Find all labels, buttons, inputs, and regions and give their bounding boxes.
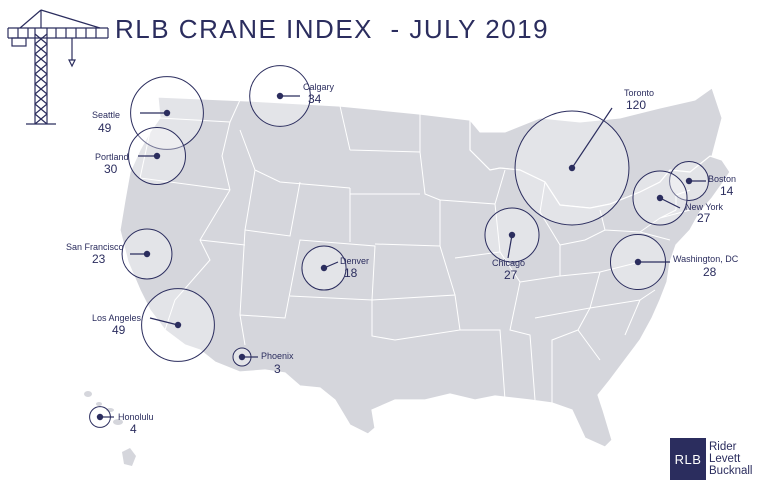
logo-word-levett: Levett xyxy=(709,453,741,465)
city-dot-toronto xyxy=(568,164,576,172)
city-dot-portland xyxy=(153,152,161,160)
rlb-logo-words: Rider Levett Bucknall xyxy=(709,441,752,477)
city-count-portland: 30 xyxy=(104,162,118,176)
usa-mainland xyxy=(119,96,731,448)
city-label-toronto: Toronto xyxy=(624,88,655,98)
rlb-logo: RLB Rider Levett Bucknall xyxy=(670,438,752,480)
city-count-washington-dc: 28 xyxy=(703,265,717,279)
city-label-chicago: Chicago xyxy=(492,258,526,268)
city-label-san-francisco: San Francisco xyxy=(66,242,124,252)
leader-line-chicago xyxy=(507,234,513,259)
city-dot-honolulu xyxy=(96,413,104,421)
leader-line-toronto xyxy=(571,107,613,169)
rlb-logo-mark: RLB xyxy=(670,438,706,480)
logo-word-bucknall: Bucknall xyxy=(709,465,753,477)
city-dot-phoenix xyxy=(238,353,246,361)
city-count-honolulu: 4 xyxy=(130,422,137,436)
city-dot-denver xyxy=(320,264,328,272)
city-dot-calgary xyxy=(276,92,284,100)
hawaii-islands xyxy=(84,391,136,466)
city-count-new-york: 27 xyxy=(697,211,711,225)
city-label-denver: Denver xyxy=(340,256,370,266)
city-label-los-angeles: Los Angeles xyxy=(92,313,142,323)
city-dot-los-angeles xyxy=(174,321,182,329)
city-dot-new-york xyxy=(656,194,664,202)
city-dot-san-francisco xyxy=(143,250,151,258)
leader-line-los-angeles xyxy=(149,317,179,326)
us-map xyxy=(84,87,731,466)
city-count-seattle: 49 xyxy=(98,121,112,135)
city-label-honolulu: Honolulu xyxy=(118,412,154,422)
page-title: RLB CRANE INDEX - JULY 2019 xyxy=(115,14,550,44)
city-label-new-york: New York xyxy=(685,202,724,212)
city-dot-seattle xyxy=(163,109,171,117)
leader-line-new-york xyxy=(659,197,681,209)
city-label-phoenix: Phoenix xyxy=(261,351,294,361)
city-dot-washington-dc xyxy=(634,258,642,266)
crane-icon xyxy=(7,9,109,125)
state-borders xyxy=(139,99,691,403)
city-label-seattle: Seattle xyxy=(92,110,121,120)
city-count-phoenix: 3 xyxy=(274,362,281,376)
city-count-los-angeles: 49 xyxy=(112,323,126,337)
city-count-denver: 18 xyxy=(344,266,358,280)
city-count-chicago: 27 xyxy=(504,268,518,282)
city-label-washington-dc: Washington, DC xyxy=(673,254,739,264)
city-label-portland: Portland xyxy=(95,152,129,162)
city-count-calgary: 34 xyxy=(308,92,322,106)
logo-word-rider: Rider xyxy=(709,441,737,453)
city-label-calgary: Calgary xyxy=(303,82,335,92)
city-count-boston: 14 xyxy=(720,184,734,198)
city-count-toronto: 120 xyxy=(626,98,647,112)
city-dot-chicago xyxy=(508,231,516,239)
city-dot-boston xyxy=(685,177,693,185)
city-label-boston: Boston xyxy=(708,174,737,184)
city-count-san-francisco: 23 xyxy=(92,252,106,266)
crane-circles xyxy=(89,65,709,428)
